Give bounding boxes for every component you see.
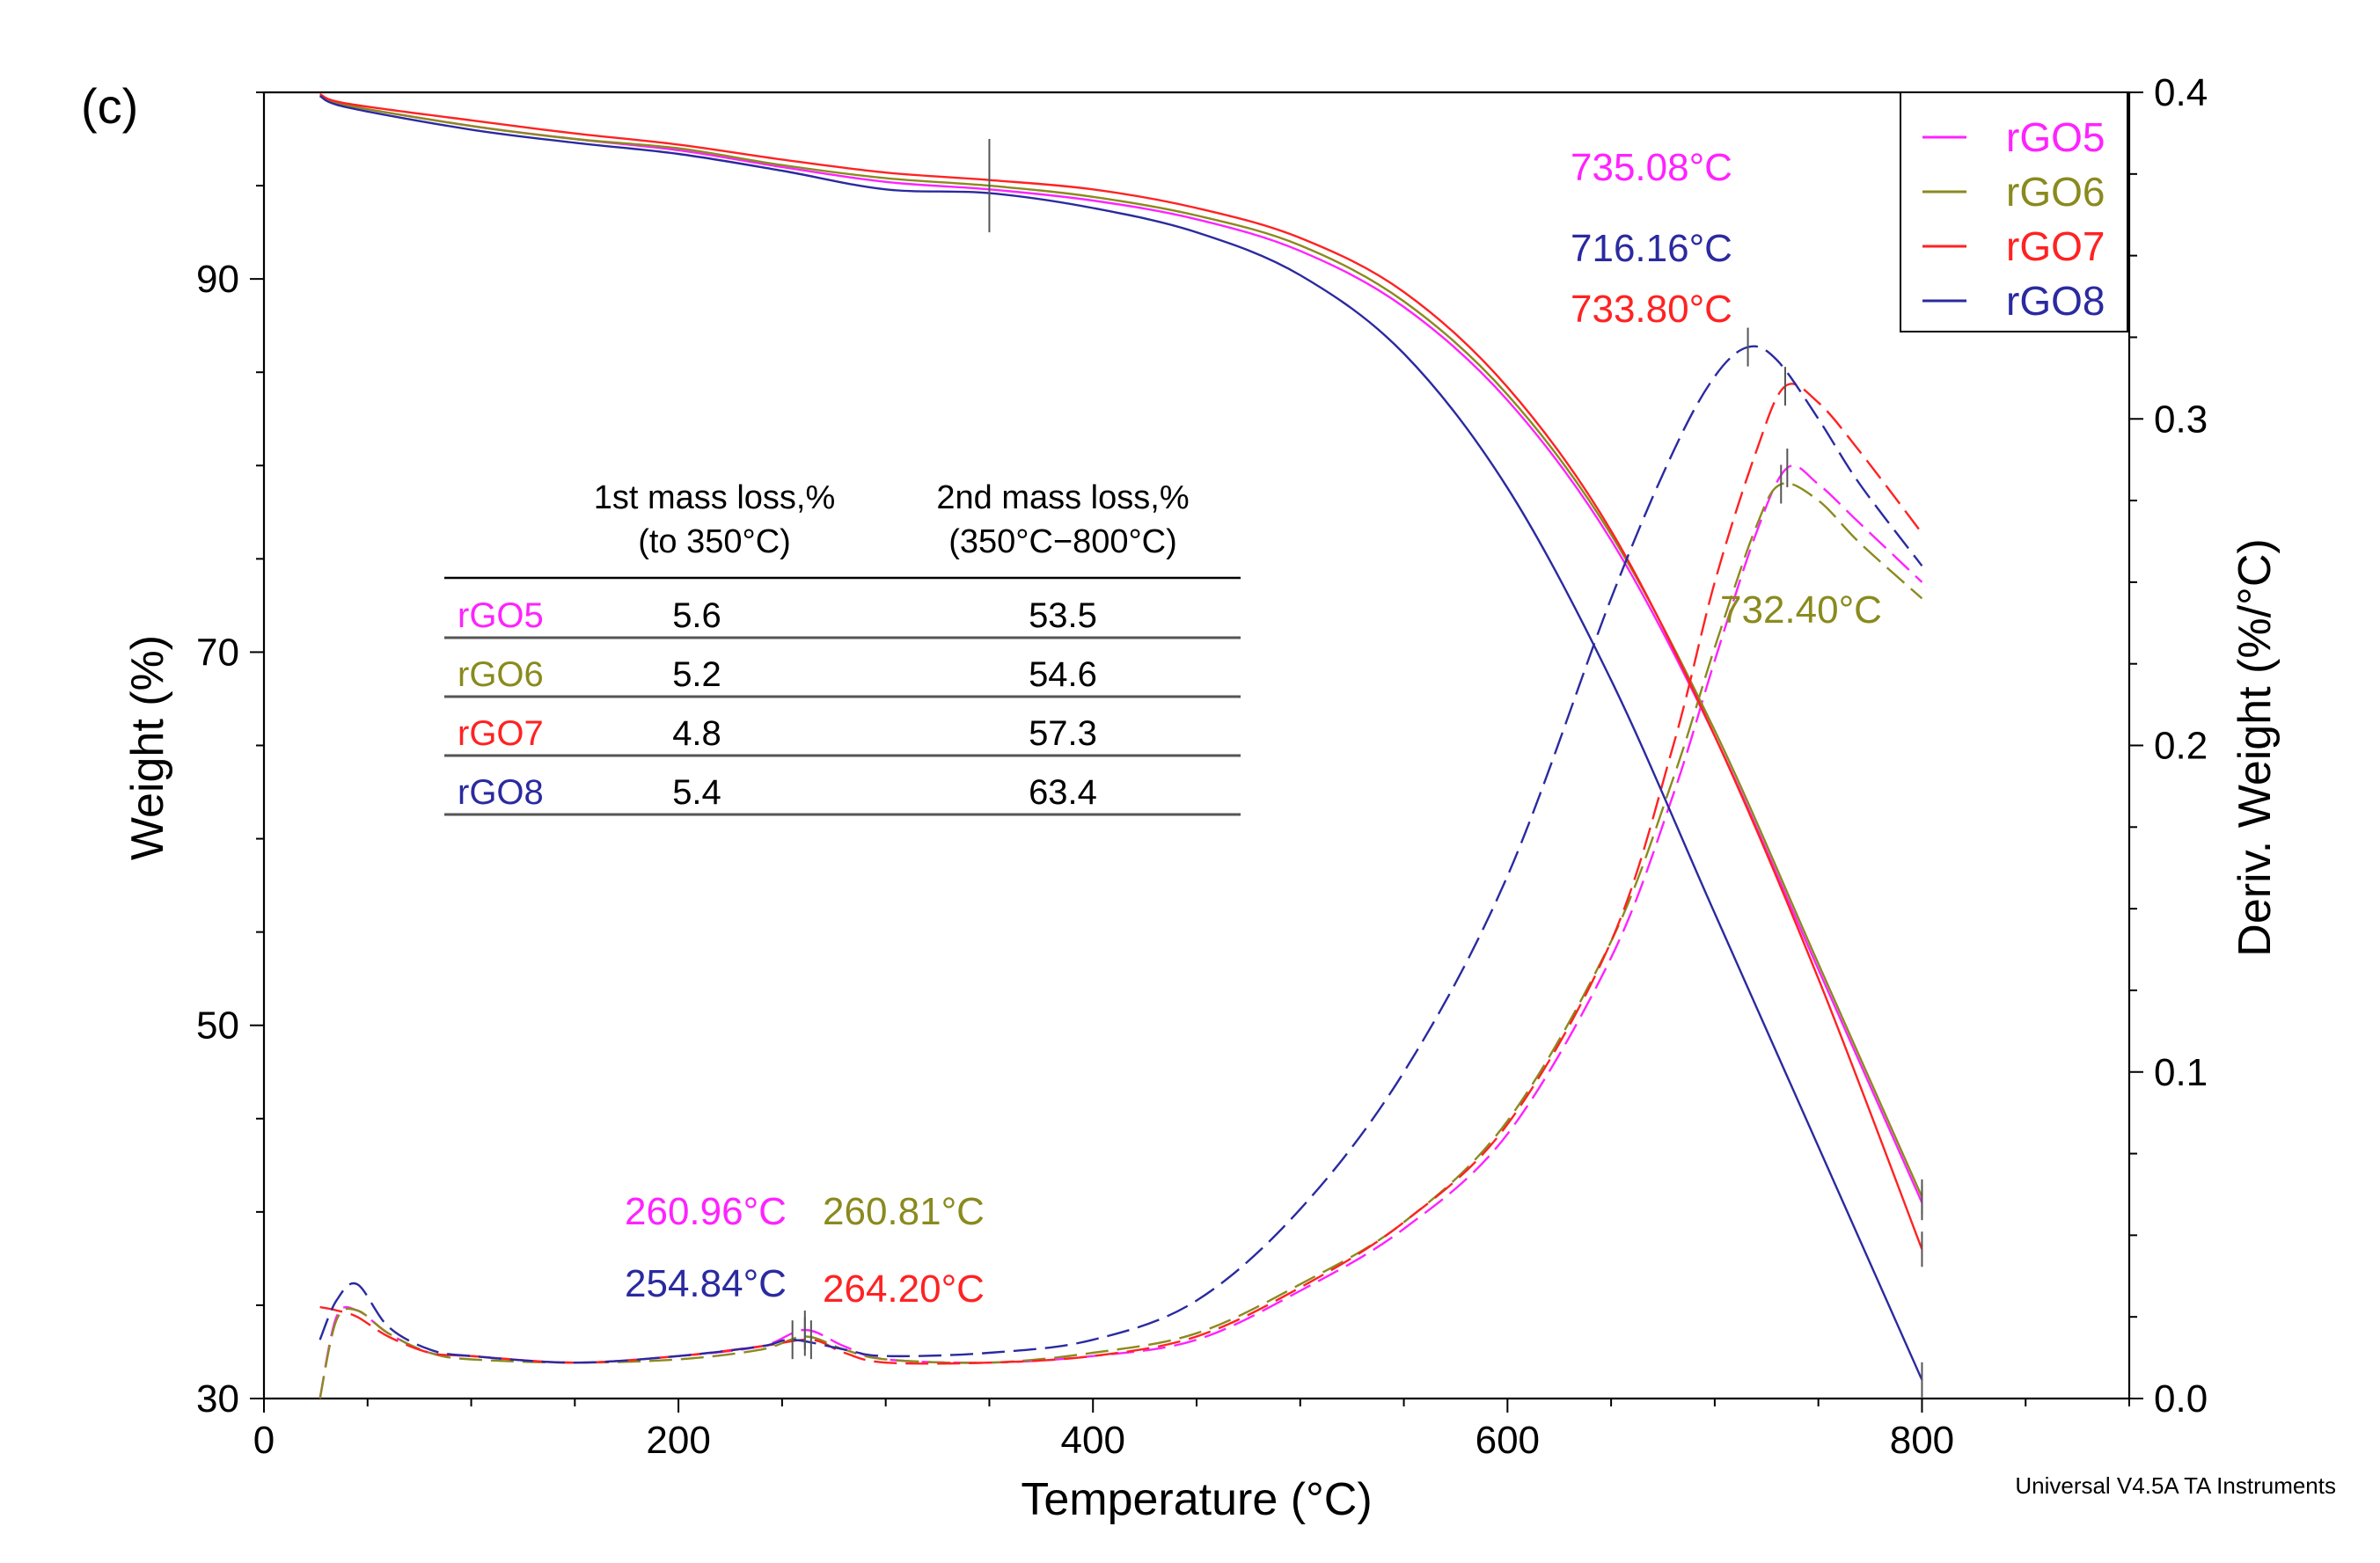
annotations: 735.08°C 716.16°C 733.80°C 732.40°C 260.… [625,146,1882,1311]
ticks: 0 200 400 600 800 30 50 70 90 0.0 0.1 0.2 0.3 0.4 [196,71,2208,1462]
x-tick-label: 400 [1061,1419,1125,1462]
table-row-name: rGO8 [458,773,544,812]
y2-axis-title: Deriv. Weight (%/°C) [2230,538,2281,956]
y2-tick-label: 0.1 [2154,1051,2208,1094]
annotation-rgo7-low-peak: 264.20°C [823,1267,985,1311]
y-tick-label: 70 [196,631,239,674]
annotation-rgo5-low-peak: 260.96°C [625,1190,787,1233]
table-header-first: 1st mass loss,% [594,479,836,516]
table-row-name: rGO5 [458,596,544,635]
annotation-rgo7-peak: 733.80°C [1571,288,1732,331]
table-header-second: 2nd mass loss,% [936,479,1189,516]
table-subheader-second: (350°C−800°C) [948,523,1177,560]
table-cell-second: 57.3 [1029,714,1097,753]
y2-tick-label: 0.4 [2154,71,2208,114]
legend: rGO5 rGO6 rGO7 rGO8 [1900,91,2128,332]
table-cell-first: 4.8 [672,714,721,753]
table-row-name: rGO6 [458,655,544,694]
legend-label-rgo7: rGO7 [2006,223,2105,269]
x-tick-label: 200 [646,1419,710,1462]
annotation-rgo5-peak: 735.08°C [1571,146,1732,189]
y-tick-label: 50 [196,1004,239,1048]
x-tick-label: 600 [1476,1419,1540,1462]
annotation-rgo8-peak: 716.16°C [1571,227,1732,270]
deriv-curve-rgo8 [319,345,1923,1364]
mass-loss-table: 1st mass loss,% 2nd mass loss,% (to 350°… [444,479,1241,816]
y-tick-label: 90 [196,258,239,301]
table-cell-first: 5.6 [672,596,721,635]
table-row-name: rGO7 [458,714,544,753]
legend-box [1900,91,2128,332]
y2-tick-label: 0.2 [2154,725,2208,768]
annotation-rgo6-low-peak: 260.81°C [823,1190,985,1233]
weight-curve-rgo7 [319,92,1923,1250]
table-cell-first: 5.4 [672,773,721,812]
instrument-footer: Universal V4.5A TA Instruments [2015,1472,2336,1499]
deriv-curve-rgo6 [319,482,1923,1399]
panel-label: (c) [81,78,138,134]
x-tick-label: 0 [253,1419,275,1462]
x-tick-label: 800 [1890,1419,1954,1462]
legend-label-rgo8: rGO8 [2006,278,2105,324]
y2-tick-label: 0.0 [2154,1377,2208,1421]
y-tick-label: 30 [196,1377,239,1421]
peak-markers [791,139,1923,1398]
legend-label-rgo6: rGO6 [2006,169,2105,215]
y-axis-title: Weight (%) [122,635,173,860]
table-subheader-first: (to 350°C) [638,523,791,560]
y2-tick-label: 0.3 [2154,398,2208,441]
annotation-rgo8-low-peak: 254.84°C [625,1262,787,1305]
table-cell-second: 53.5 [1029,596,1097,635]
curves [319,92,1923,1399]
legend-label-rgo5: rGO5 [2006,114,2105,160]
x-axis-title: Temperature (°C) [1021,1474,1372,1525]
table-cell-first: 5.2 [672,655,721,694]
annotation-rgo6-peak: 732.40°C [1720,588,1882,632]
weight-curve-rgo6 [319,95,1923,1198]
weight-curve-rgo8 [319,95,1923,1381]
table-cell-second: 54.6 [1029,655,1097,694]
table-cell-second: 63.4 [1029,773,1097,812]
